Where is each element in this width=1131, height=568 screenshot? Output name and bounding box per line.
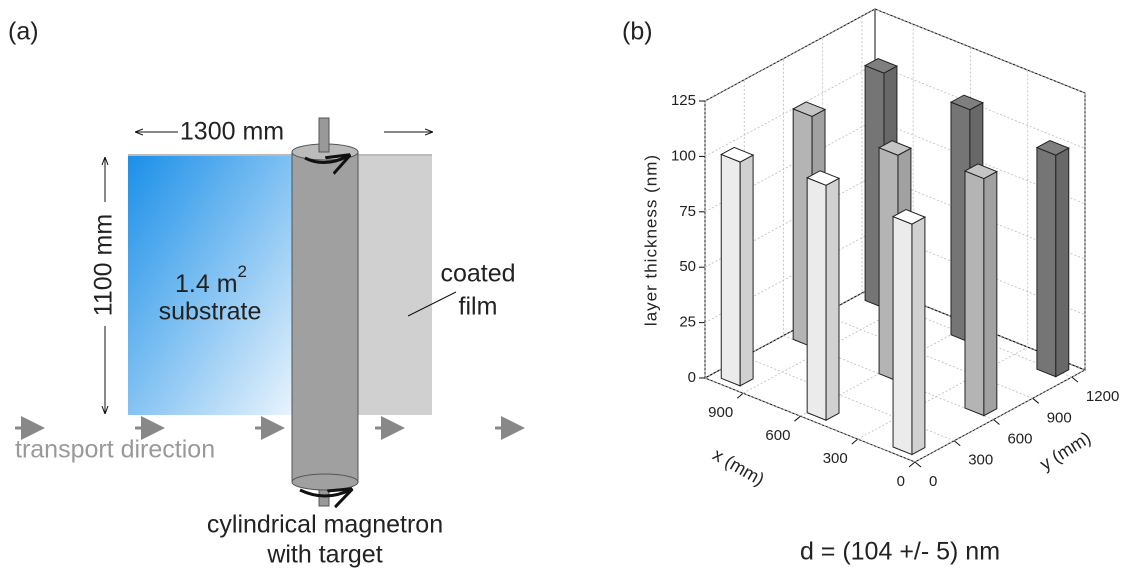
z-tick-label: 75 xyxy=(679,203,696,220)
width-label: 1300 mm xyxy=(180,118,284,146)
area: 1.4 m xyxy=(175,270,238,298)
tick-mark xyxy=(909,462,915,467)
film-label: film xyxy=(459,293,498,321)
tick-mark xyxy=(915,462,921,467)
tick-mark xyxy=(852,439,858,444)
tick-mark xyxy=(737,393,743,398)
bar-side xyxy=(826,178,839,420)
grid-line xyxy=(823,37,1033,398)
height-label: 1100 mm xyxy=(90,214,118,316)
bar-side xyxy=(807,178,826,420)
x-tick-label: 600 xyxy=(765,427,790,444)
panel-a: (a) 1300 mm 1100 mm 1.4 m2 substrate coa… xyxy=(8,18,522,568)
x-tick-label: 900 xyxy=(708,404,733,421)
coated-label: coated xyxy=(440,260,515,288)
bar-side xyxy=(912,217,925,454)
bar-side xyxy=(721,154,740,385)
z-tick-label: 125 xyxy=(671,92,696,109)
panel-label: (b) xyxy=(622,18,653,46)
z-tick-label: 25 xyxy=(679,314,696,331)
panel-b: (b) layer thickness (nm) x (mm) y (mm) d… xyxy=(622,9,1119,566)
magnetron-label: cylindrical magnetron xyxy=(207,511,443,539)
z-tick-label: 0 xyxy=(688,369,696,386)
z-tick-label: 100 xyxy=(671,147,696,164)
tick-mark xyxy=(794,416,800,421)
y-axis-label: y (mm) xyxy=(1036,428,1094,475)
magnetron xyxy=(292,152,358,482)
bar-side xyxy=(740,155,753,386)
z-axis-label: layer thickness (nm) xyxy=(641,154,660,326)
tick-mark xyxy=(1033,398,1039,403)
substrate-label: substrate xyxy=(159,298,262,326)
y-tick-label: 600 xyxy=(1007,431,1032,448)
caption: d = (104 +/- 5) nm xyxy=(800,538,1000,566)
figure: (a) 1300 mm 1100 mm 1.4 m2 substrate coa… xyxy=(0,0,1131,568)
panel-label: (a) xyxy=(8,18,39,46)
transport-label: transport direction xyxy=(15,436,215,464)
x-tick-label: 300 xyxy=(823,450,848,467)
x-tick-label: 0 xyxy=(897,473,905,490)
magnetron-base xyxy=(292,474,358,490)
bar-side xyxy=(1037,148,1056,377)
tick-mark xyxy=(954,441,960,446)
bar-side xyxy=(893,217,912,455)
area-exponent: 2 xyxy=(238,262,247,281)
y-tick-label: 900 xyxy=(1047,409,1072,426)
z-tick-label: 50 xyxy=(679,258,696,275)
bar-side xyxy=(984,172,997,416)
x-axis-label: x (mm) xyxy=(709,444,767,489)
rod xyxy=(319,118,329,152)
tick-mark xyxy=(993,420,999,425)
tick-mark xyxy=(1072,377,1078,382)
y-tick-label: 1200 xyxy=(1086,388,1119,405)
target-label: with target xyxy=(266,541,382,568)
y-tick-label: 300 xyxy=(968,452,993,469)
y-tick-label: 0 xyxy=(929,473,937,490)
bar-side xyxy=(965,171,984,416)
bar-side xyxy=(1056,148,1069,377)
